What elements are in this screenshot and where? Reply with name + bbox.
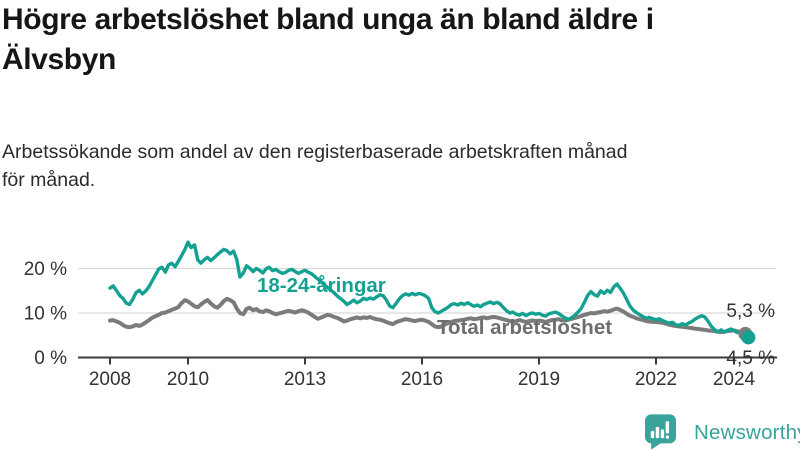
newsworthy-speech-bubble-bar-chart-icon xyxy=(645,414,676,450)
newsworthy-logo[interactable]: Newsworthy xyxy=(645,414,800,450)
x-tick-label-2008: 2008 xyxy=(89,369,131,390)
x-tick-label-2010: 2010 xyxy=(167,369,209,390)
x-tick-label-2019: 2019 xyxy=(518,369,560,390)
series-label-youth: 18-24-åringar xyxy=(257,274,386,297)
series-label-total: Total arbetslöshet xyxy=(437,316,612,339)
x-tick-label-2016: 2016 xyxy=(401,369,443,390)
y-tick-label-10: 10 % xyxy=(24,304,67,325)
x-tick-label-2024: 2024 xyxy=(713,369,756,390)
end-value-label-total: 5,3 % xyxy=(726,301,775,322)
y-tick-label-0: 0 % xyxy=(34,348,67,369)
title-line-2: Älvsbyn xyxy=(2,42,116,76)
series-line-total xyxy=(108,296,749,336)
x-tick-label-2022: 2022 xyxy=(635,369,677,390)
subtitle-line-2: för månad. xyxy=(2,169,96,192)
page-title: Högre arbetslöshet bland unga än bland ä… xyxy=(2,0,798,79)
x-tick-label-2013: 2013 xyxy=(284,369,326,390)
newsworthy-wordmark: Newsworthy xyxy=(694,421,800,444)
title-line-1: Högre arbetslöshet bland unga än bland ä… xyxy=(2,3,654,36)
chart-subtitle: Arbetssökande som andel av den registerb… xyxy=(2,138,798,195)
series-line-youth xyxy=(108,240,749,340)
y-tick-label-20: 20 % xyxy=(24,259,67,280)
end-value-label-youth: 4,5 % xyxy=(726,348,775,369)
subtitle-line-1: Arbetssökande som andel av den registerb… xyxy=(2,141,628,163)
series-end-dot-youth xyxy=(741,330,756,345)
